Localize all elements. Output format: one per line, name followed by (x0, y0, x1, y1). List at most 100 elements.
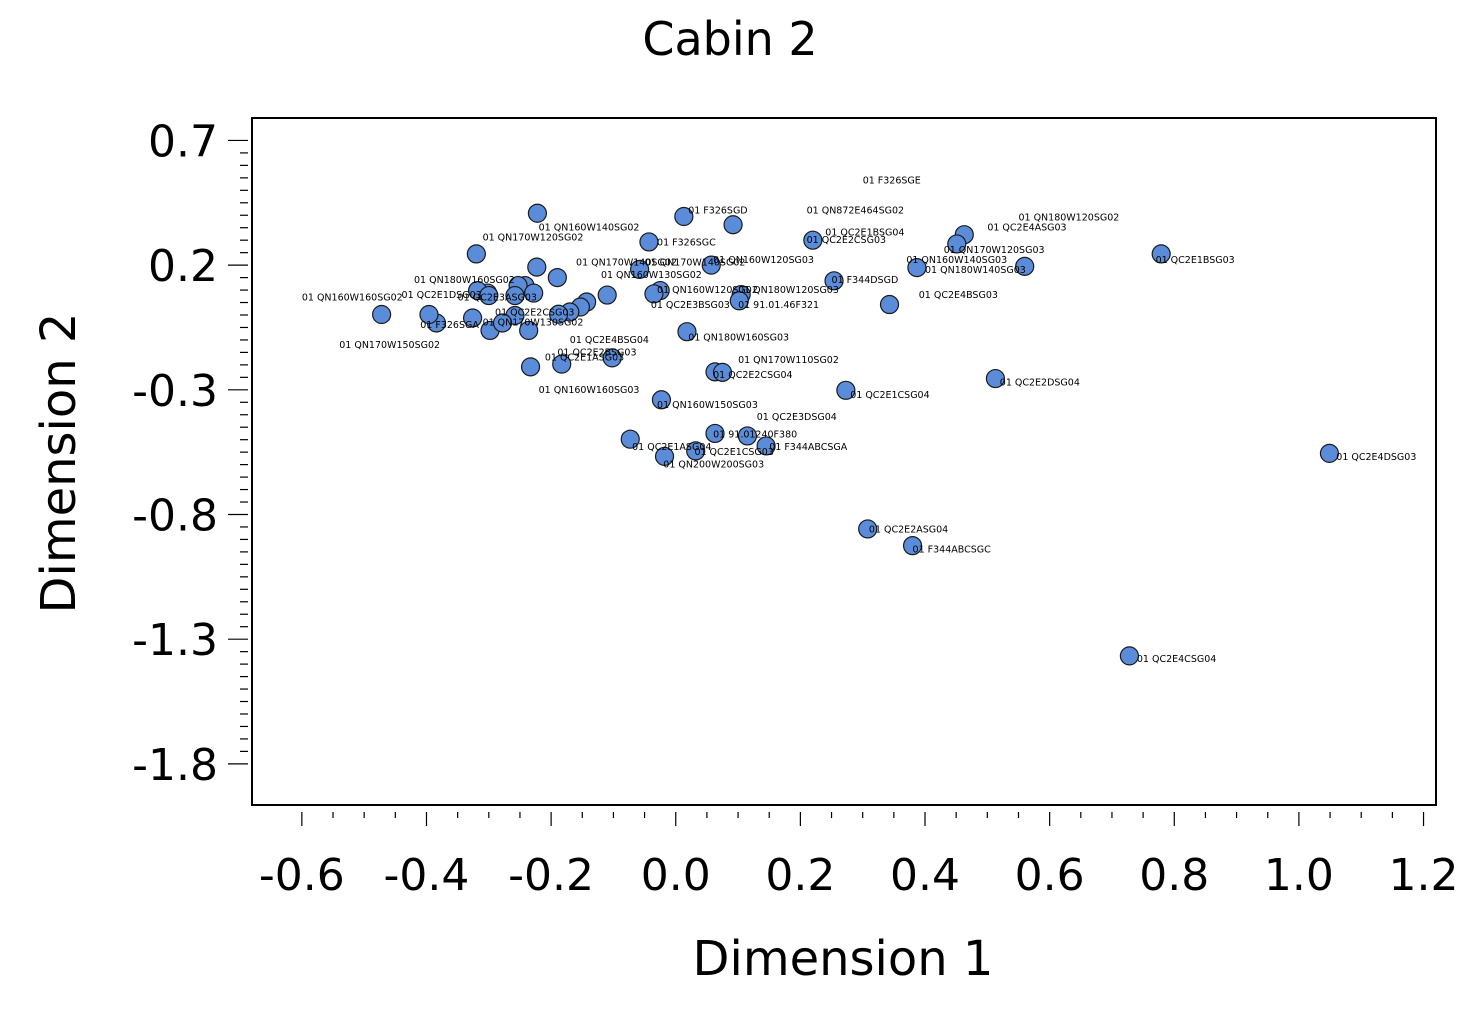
chart-title: Cabin 2 (642, 12, 817, 66)
x-tick-label: 0.0 (641, 850, 711, 901)
data-point (602, 348, 622, 368)
point-label: 01 QC2E3BSG03 (651, 300, 730, 311)
point-label: 01 F326SGE (863, 175, 921, 186)
data-point (677, 322, 697, 342)
data-point (462, 308, 483, 328)
data-point (552, 354, 572, 374)
data-point (723, 215, 743, 235)
point-label: 01 F344DSGD (832, 275, 899, 286)
point-label: 01 QN170W150SG02 (339, 340, 440, 351)
point-label: 01 QC2E1DSG03 (402, 290, 482, 301)
y-tick-label: -1.3 (132, 615, 218, 666)
point-label: 01 QC2E1BSG03 (1156, 255, 1235, 266)
data-point (519, 320, 539, 341)
x-axis-label: Dimension 1 (693, 931, 994, 987)
point-label: 01 QC2E4CSG04 (1137, 654, 1216, 665)
point-label: 01 QN160W140SG02 (539, 223, 640, 234)
x-tick-label: 0.2 (765, 850, 835, 901)
data-point (836, 380, 856, 400)
point-label: 01 QN160W120SG03 (713, 255, 814, 266)
data-point (1015, 256, 1035, 276)
point-label: 01 QC2E4BSG03 (919, 290, 998, 301)
data-point (947, 234, 967, 254)
data-point (479, 285, 499, 306)
y-tick-label: 0.7 (148, 116, 218, 167)
data-point (639, 232, 659, 252)
point-label: 01 QN160W130SG02 (601, 270, 702, 281)
point-label: 01 QN180W160SG03 (688, 332, 789, 343)
point-label: 01 QC2E2CSG03 (495, 308, 574, 319)
point-label: 01 QC2E2CSG03 (807, 235, 886, 246)
data-point (712, 362, 733, 382)
point-label: 01 QC2E3DSG04 (757, 412, 837, 423)
point-label: 01 QC2E2CSG04 (713, 370, 792, 381)
point-label: 01 91.01.46F321 (738, 300, 819, 311)
y-axis: 0.7 0.2 -0.3 -0.8 -1.3 -1.8 (132, 116, 248, 791)
x-tick-label: -0.2 (508, 850, 594, 901)
x-tick-label: -0.6 (259, 850, 345, 901)
data-point (858, 519, 878, 539)
point-label: 01 QC2E2ASG04 (869, 524, 948, 535)
point-label: 01 QC2E2DSG04 (1000, 377, 1080, 388)
point-label: 01 QN170W110SG02 (738, 355, 839, 366)
data-point (548, 304, 569, 324)
point-label: 01 QC2E2BSG03 (557, 347, 636, 358)
data-point (620, 429, 640, 449)
y-tick-label: -0.3 (132, 366, 218, 417)
point-label: 01 QN170W120SG03 (944, 245, 1045, 256)
data-point (524, 283, 544, 303)
data-point (1119, 646, 1140, 666)
plot-frame (251, 117, 1437, 806)
x-tick-label: 1.2 (1389, 850, 1459, 901)
point-label: 01 QN872E464SG02 (807, 205, 904, 216)
data-point (824, 271, 844, 291)
data-point (729, 291, 749, 311)
y-tick-label: -1.8 (132, 740, 218, 791)
data-point (644, 284, 664, 304)
x-tick-label: -0.4 (384, 850, 470, 901)
point-label: 01 QN160W160SG02 (302, 293, 403, 304)
point-label: 01 QC2E4ASG03 (987, 223, 1066, 234)
data-point (907, 258, 927, 278)
point-label: 01 QN180W140SG03 (925, 265, 1026, 276)
point-label: 01 QN170W140SG02 (645, 258, 746, 269)
point-label: 01 QN180W160SG02 (414, 275, 515, 286)
data-point (520, 357, 541, 377)
data-point (1319, 443, 1340, 463)
data-point (505, 285, 525, 306)
point-label: 01 QN200W200SG03 (663, 460, 764, 471)
data-point (674, 206, 694, 227)
data-point (879, 294, 900, 315)
point-label: 01 QC2E1CSG04 (850, 390, 929, 401)
point-label: 01 QN170W120SG02 (483, 233, 584, 244)
point-label: 01 F326SGA (420, 320, 479, 331)
data-point (756, 436, 776, 456)
point-label: 01 QN170W140SG02 (576, 258, 677, 269)
data-point (1151, 244, 1171, 264)
data-point (654, 446, 675, 466)
point-label: 01 QC2E3ASG03 (458, 293, 537, 304)
data-point (686, 441, 706, 461)
x-tick-label: 0.6 (1015, 850, 1085, 901)
point-label: 01 QC2E1CSG03 (694, 447, 773, 458)
point-label: 01 QN160W150SG03 (657, 400, 758, 411)
x-axis: -0.6 -0.4 -0.2 0.0 0.2 0.4 0.6 0.8 1.0 1.2 (259, 812, 1459, 901)
point-label: 01 91.01240F380 (713, 430, 797, 441)
point-label: 01 F344ABCSGC (913, 544, 992, 555)
data-point (651, 390, 672, 410)
point-label: 01 QC2E4BSG04 (570, 335, 649, 346)
data-point (803, 230, 823, 250)
data-point (705, 423, 725, 444)
point-label: 01 F344ABCSGA (769, 442, 848, 453)
point-label: 01 QN160W140SG03 (906, 255, 1007, 266)
point-label: 01 QN180W120SG03 (738, 285, 839, 296)
data-point (466, 244, 486, 264)
data-point (372, 304, 392, 325)
y-tick-label: -0.8 (132, 490, 218, 541)
scatter-points (372, 203, 1340, 666)
point-label: 01 QN170W130SG02 (483, 317, 584, 328)
data-point (527, 257, 547, 277)
point-label: 01 QC2E4DSG03 (1336, 452, 1416, 463)
